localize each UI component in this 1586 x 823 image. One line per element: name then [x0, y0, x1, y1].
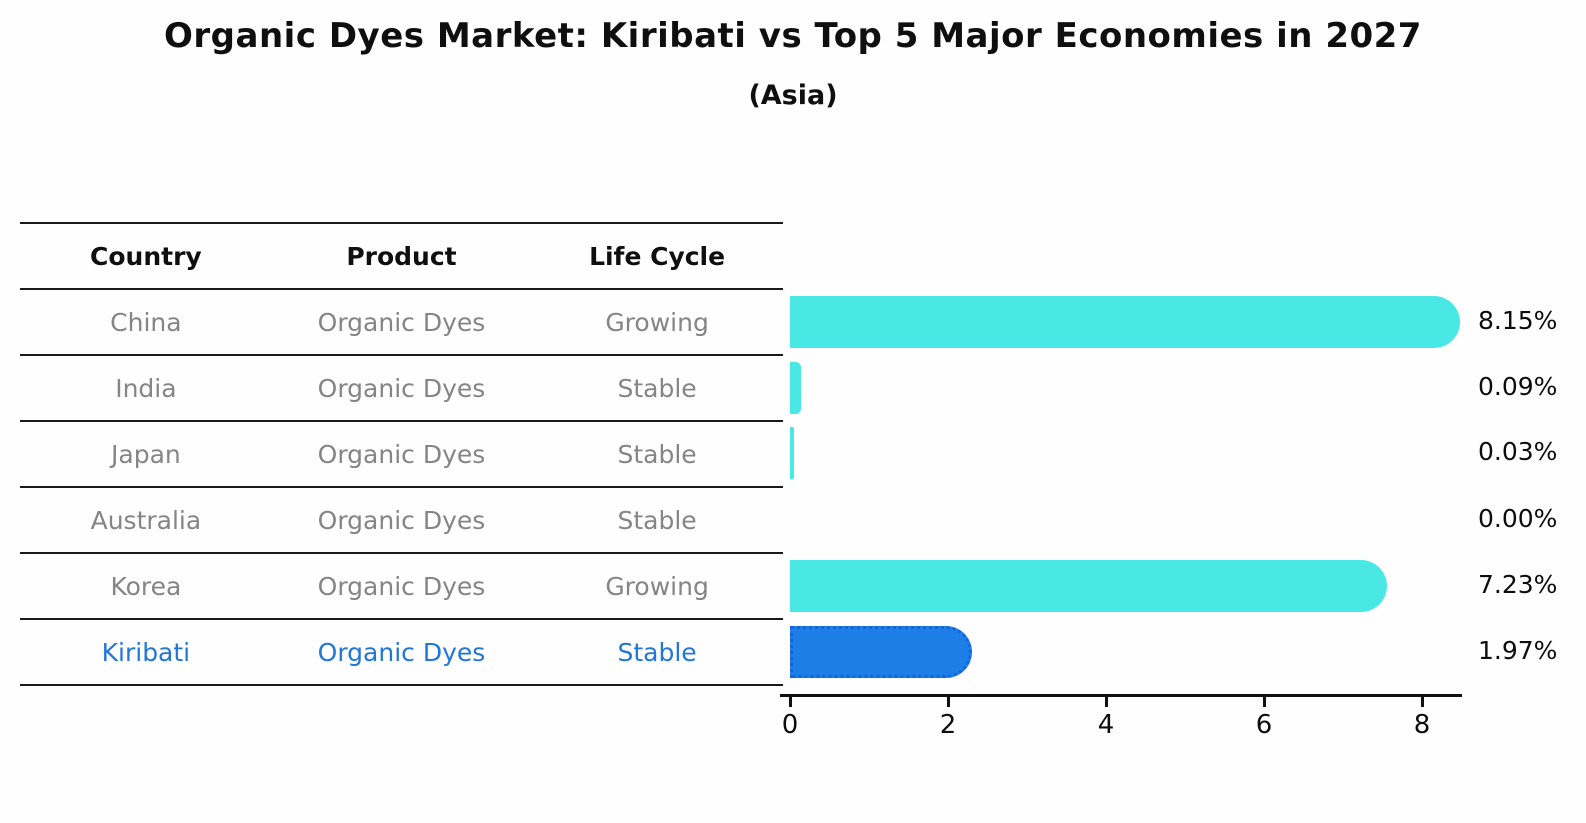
- x-axis-tick-label: 8: [1413, 710, 1431, 740]
- cell-life-cycle: Growing: [605, 307, 709, 337]
- bar-value-label: 7.23%: [1478, 570, 1558, 599]
- cell-product: Organic Dyes: [317, 505, 486, 535]
- cell-life-cycle: Stable: [617, 505, 697, 535]
- x-axis-line: [780, 694, 1462, 697]
- bar-value-label: 8.15%: [1478, 306, 1558, 335]
- cell-country: Kiribati: [101, 637, 191, 667]
- cell-life-cycle: Stable: [617, 637, 697, 667]
- bar-value-label: 0.03%: [1478, 437, 1558, 466]
- bar: [790, 427, 794, 479]
- country-table: Country Product Life Cycle China Organic…: [20, 222, 783, 686]
- column-header-product: Product: [346, 241, 457, 271]
- x-axis-tick-mark: [1420, 697, 1424, 707]
- bar-value-label: 0.09%: [1478, 372, 1558, 401]
- x-axis-tick-label: 0: [781, 710, 799, 740]
- table-row-highlighted: Kiribati Organic Dyes Stable: [20, 620, 783, 686]
- bar-value-label: 1.97%: [1478, 636, 1558, 665]
- x-axis-tick-mark: [1262, 697, 1266, 707]
- cell-product: Organic Dyes: [317, 373, 486, 403]
- table-row: Japan Organic Dyes Stable: [20, 422, 783, 488]
- cell-country: India: [115, 373, 177, 403]
- x-axis-tick-mark: [946, 697, 950, 707]
- cell-life-cycle: Growing: [605, 571, 709, 601]
- cell-product: Organic Dyes: [317, 637, 486, 667]
- table-row: India Organic Dyes Stable: [20, 356, 783, 422]
- cell-life-cycle: Stable: [617, 439, 697, 469]
- bar: [790, 560, 1388, 612]
- cell-country: Australia: [90, 505, 202, 535]
- cell-country: China: [110, 307, 182, 337]
- bar: [790, 296, 1460, 348]
- cell-life-cycle: Stable: [617, 373, 697, 403]
- cell-product: Organic Dyes: [317, 571, 486, 601]
- column-header-lifecycle: Life Cycle: [589, 241, 726, 271]
- x-axis-tick-label: 2: [939, 710, 957, 740]
- bar-highlighted: [790, 626, 972, 678]
- chart-subtitle: (Asia): [748, 80, 838, 111]
- table-row: Australia Organic Dyes Stable: [20, 488, 783, 554]
- bar: [790, 362, 801, 414]
- cell-product: Organic Dyes: [317, 439, 486, 469]
- cell-product: Organic Dyes: [317, 307, 486, 337]
- cell-country: Korea: [110, 571, 182, 601]
- chart-title: Organic Dyes Market: Kiribati vs Top 5 M…: [164, 16, 1422, 56]
- x-axis-tick-label: 4: [1097, 710, 1115, 740]
- column-header-country: Country: [90, 241, 202, 271]
- cell-country: Japan: [111, 439, 181, 469]
- x-axis-tick-mark: [788, 697, 792, 707]
- table-row: China Organic Dyes Growing: [20, 290, 783, 356]
- bar-value-label: 0.00%: [1478, 504, 1558, 533]
- x-axis-tick-mark: [1104, 697, 1108, 707]
- table-row: Korea Organic Dyes Growing: [20, 554, 783, 620]
- x-axis-tick-label: 6: [1255, 710, 1273, 740]
- table-header-row: Country Product Life Cycle: [20, 224, 783, 290]
